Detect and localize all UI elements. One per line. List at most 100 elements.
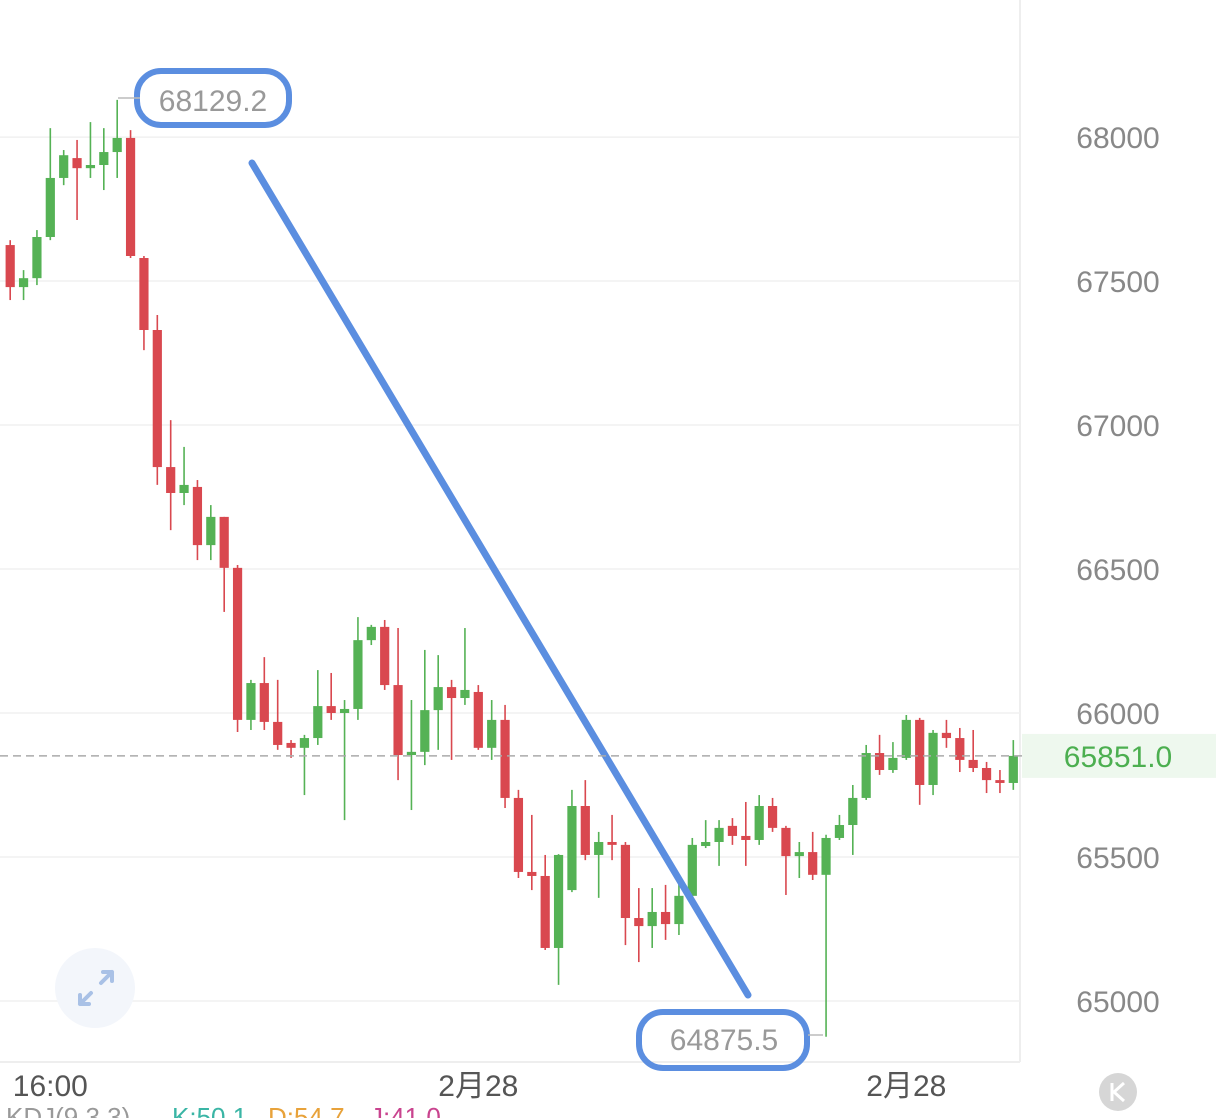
candle-body xyxy=(259,683,269,722)
candle-body xyxy=(45,177,55,237)
candle-body xyxy=(660,911,671,925)
y-tick-label: 66500 xyxy=(1076,554,1159,587)
grid: 65000 65500 66000 66500 67000 67500 68000 xyxy=(0,122,1160,1019)
candle-body xyxy=(767,806,778,828)
candle-body xyxy=(915,719,925,785)
candle-body xyxy=(1008,755,1018,783)
candle-body xyxy=(794,852,804,857)
candle-body xyxy=(888,757,898,771)
y-tick-label: 66000 xyxy=(1076,698,1159,731)
candles: 16:00 2月28 2月28 xyxy=(5,99,1018,1103)
y-tick-label: 67500 xyxy=(1076,266,1159,299)
candle-body xyxy=(527,871,537,876)
candle-body xyxy=(125,137,136,256)
expand-bg[interactable] xyxy=(55,948,135,1028)
candle-body xyxy=(219,516,229,568)
candle-body xyxy=(5,245,15,288)
candle-body xyxy=(59,155,69,178)
candle-body xyxy=(674,895,684,925)
trend-line xyxy=(248,159,752,999)
candle-body xyxy=(567,806,577,891)
candle-body xyxy=(18,278,29,288)
candle-body xyxy=(99,152,109,166)
candle-body xyxy=(540,875,550,948)
candle-body xyxy=(406,751,417,756)
candle-body xyxy=(580,806,590,855)
candle-body xyxy=(273,721,283,745)
last-price-tag xyxy=(1022,733,1216,778)
candle-body xyxy=(727,825,738,836)
indicator-j: J:41.0 xyxy=(370,1102,441,1118)
candle-body xyxy=(901,719,911,758)
expand-icon[interactable] xyxy=(78,970,114,1006)
candle-body xyxy=(808,852,818,875)
candle-body xyxy=(701,841,711,847)
candle-body xyxy=(687,844,697,896)
candle-body xyxy=(420,710,430,752)
x-tick-label: 2月28 xyxy=(438,1070,518,1103)
candle-body xyxy=(754,806,764,840)
candle-body xyxy=(139,258,149,331)
candle-body xyxy=(446,687,457,699)
candle-body xyxy=(968,759,978,768)
candle-body xyxy=(339,708,350,713)
candle-body xyxy=(353,640,363,709)
candle-body xyxy=(232,567,243,720)
y-tick-label: 68000 xyxy=(1076,122,1159,155)
indicator-d: D:54.7 xyxy=(268,1102,345,1118)
candle-body xyxy=(460,689,470,699)
candle-body xyxy=(473,691,483,748)
candle-body xyxy=(981,767,992,781)
x-tick-label: 16:00 xyxy=(13,1070,88,1103)
low-highlight xyxy=(636,1009,810,1071)
candle-body xyxy=(393,685,403,756)
candle-body xyxy=(607,841,617,845)
indicator-row: KDJ(9,3,3) K:50.1 D:54.7 J:41.0 xyxy=(6,1102,441,1118)
candle-body xyxy=(553,854,564,948)
expand-button[interactable] xyxy=(55,948,135,1028)
y-tick-label: 65500 xyxy=(1076,842,1159,875)
candle-body xyxy=(634,918,644,927)
candle-body xyxy=(741,835,751,840)
candle-body xyxy=(874,753,885,771)
high-label: 68129.2 xyxy=(159,85,267,118)
candle-body xyxy=(380,626,390,686)
x-tick-label: 2月28 xyxy=(866,1070,946,1103)
candle-body xyxy=(286,742,296,748)
y-tick-label: 65000 xyxy=(1076,986,1159,1019)
candle-body xyxy=(513,797,524,872)
candle-body xyxy=(326,706,336,713)
candle-body xyxy=(714,827,724,842)
candle-body xyxy=(620,844,631,919)
last-price: 65851.0 xyxy=(0,733,1216,778)
indicator-name: KDJ(9,3,3) xyxy=(6,1102,130,1118)
candle-body xyxy=(955,738,965,760)
candle-body xyxy=(179,484,189,493)
candle-body xyxy=(848,797,858,826)
k-icon[interactable] xyxy=(1110,1081,1126,1103)
candle-body xyxy=(299,738,310,748)
candle-body xyxy=(594,841,604,855)
candle-body xyxy=(647,911,657,927)
last-price-label: 65851.0 xyxy=(1064,741,1172,774)
candle-body xyxy=(487,719,497,748)
candle-body xyxy=(166,467,176,493)
k-button-bg[interactable] xyxy=(1099,1073,1137,1111)
candle-body xyxy=(928,732,938,785)
candle-body xyxy=(192,486,203,546)
candle-body xyxy=(85,165,96,169)
candle-body xyxy=(834,825,845,838)
k-button[interactable] xyxy=(1099,1073,1137,1111)
candle-body xyxy=(152,330,162,468)
candle-body xyxy=(32,236,42,279)
candle-body xyxy=(861,753,871,798)
indicator-k: K:50.1 xyxy=(172,1102,247,1118)
candle-body xyxy=(206,516,216,546)
candle-body xyxy=(433,687,443,711)
candle-body xyxy=(995,780,1005,783)
candle-body xyxy=(112,137,122,153)
candle-body xyxy=(781,827,791,857)
candle-body xyxy=(821,837,831,875)
